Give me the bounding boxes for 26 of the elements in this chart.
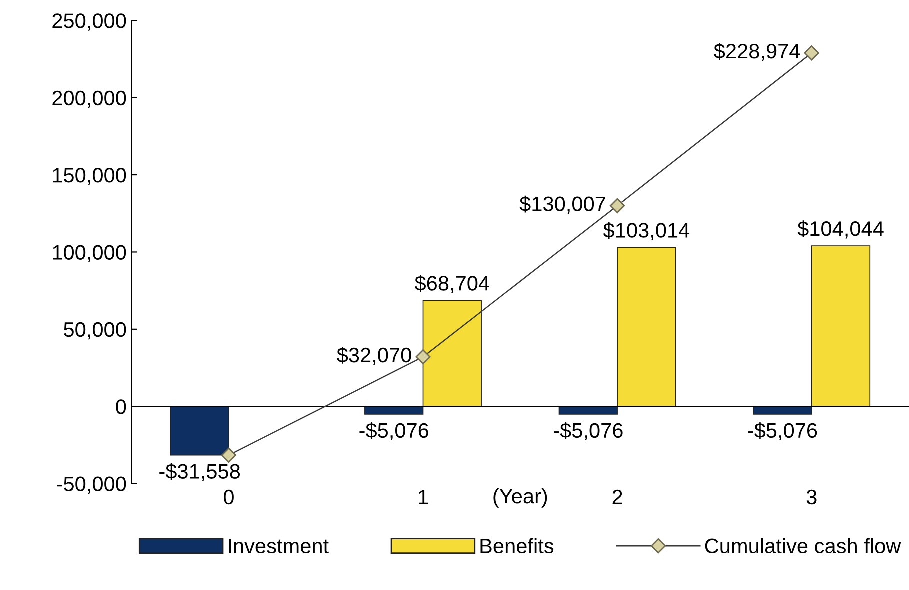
y-tick-label: 150,000 [53,168,126,186]
data-label: -$5,076 [360,422,429,441]
y-tick-label: -50,000 [57,476,126,494]
data-label: -$5,076 [748,422,818,441]
y-tick-label: 0 [116,400,126,414]
x-tick-label: 3 [806,490,817,505]
x-tick-label: 2 [612,490,622,504]
legend-label: Benefits [480,538,554,554]
y-tick-label: 250,000 [52,14,126,31]
data-label: $103,014 [603,222,690,240]
data-label: $32,070 [337,347,412,366]
x-axis-title: (Year) [494,488,548,508]
data-label: $228,974 [714,43,800,62]
data-label: -$31,558 [160,463,240,482]
bar [170,406,230,456]
y-tick-label: 200,000 [52,90,126,108]
x-tick-label: 1 [419,490,428,504]
y-tick-label: 100,000 [53,245,126,262]
legend-label: Cumulative cash flow [705,538,902,554]
data-label: $130,007 [520,196,606,214]
x-tick-label: 0 [224,490,234,505]
data-label: $68,704 [414,275,490,294]
legend-label: Investment [229,539,329,554]
y-tick-label: 50,000 [64,322,126,340]
data-label: -$5,076 [554,422,623,441]
data-label: $104,044 [798,220,884,239]
